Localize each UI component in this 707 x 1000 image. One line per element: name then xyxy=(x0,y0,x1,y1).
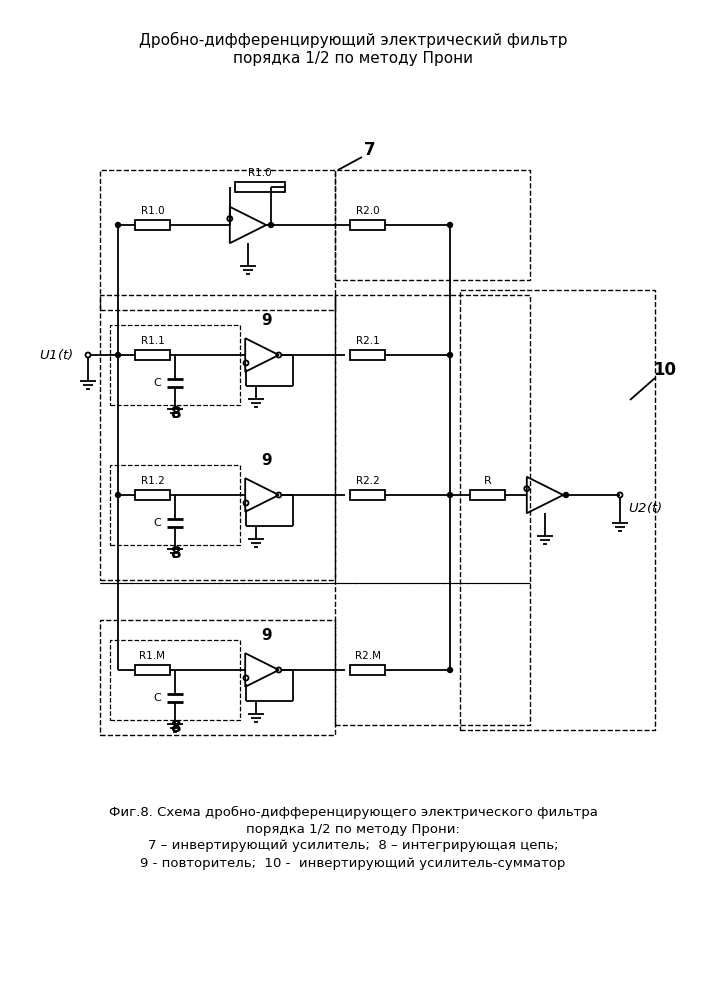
Text: R1.0: R1.0 xyxy=(141,206,164,216)
Circle shape xyxy=(115,492,120,497)
Bar xyxy=(135,665,170,675)
Circle shape xyxy=(115,353,120,358)
Text: C: C xyxy=(153,518,161,528)
Text: C: C xyxy=(153,378,161,388)
Bar xyxy=(100,620,335,735)
Bar xyxy=(110,640,240,720)
Text: 8: 8 xyxy=(170,720,180,736)
Text: 9: 9 xyxy=(262,313,272,328)
Bar xyxy=(135,490,170,500)
Text: R2.0: R2.0 xyxy=(356,206,380,216)
Text: R1.0: R1.0 xyxy=(248,168,271,178)
Text: порядка 1/2 по методу Прони: порядка 1/2 по методу Прони xyxy=(233,50,473,66)
Bar xyxy=(135,220,170,230)
Bar xyxy=(350,665,385,675)
Text: R2.2: R2.2 xyxy=(356,476,380,486)
Bar xyxy=(350,490,385,500)
Text: U1($t$): U1($t$) xyxy=(39,348,73,362)
Circle shape xyxy=(448,492,452,497)
Circle shape xyxy=(448,353,452,358)
Text: 7 – инвертирующий усилитель;  8 – интегрирующая цепь;: 7 – инвертирующий усилитель; 8 – интегри… xyxy=(148,840,559,852)
Text: 7: 7 xyxy=(364,141,376,159)
Circle shape xyxy=(269,223,274,228)
Bar xyxy=(460,290,655,730)
Text: R: R xyxy=(484,476,491,486)
Bar xyxy=(335,170,530,280)
Circle shape xyxy=(448,668,452,672)
Bar xyxy=(135,350,170,360)
Text: 9: 9 xyxy=(262,453,272,468)
Text: Фиг.8. Схема дробно-дифференцирующего электрического фильтра: Фиг.8. Схема дробно-дифференцирующего эл… xyxy=(109,805,597,819)
Text: R2.1: R2.1 xyxy=(356,336,380,346)
Circle shape xyxy=(115,223,120,228)
Bar xyxy=(235,182,285,192)
Text: 8: 8 xyxy=(170,546,180,560)
Text: Дробно-дифференцирующий электрический фильтр: Дробно-дифференцирующий электрический фи… xyxy=(139,32,567,48)
Circle shape xyxy=(563,492,568,497)
Text: 8: 8 xyxy=(170,406,180,420)
Text: U2($t$): U2($t$) xyxy=(628,500,662,515)
Bar xyxy=(335,295,530,725)
Text: R2.M: R2.M xyxy=(354,651,380,661)
Text: 9 - повторитель;  10 -  инвертирующий усилитель-сумматор: 9 - повторитель; 10 - инвертирующий усил… xyxy=(140,856,566,869)
Bar xyxy=(100,295,335,580)
Bar xyxy=(110,325,240,405)
Text: R1.1: R1.1 xyxy=(141,336,164,346)
Bar xyxy=(470,490,505,500)
Text: C: C xyxy=(153,693,161,703)
Text: порядка 1/2 по методу Прони:: порядка 1/2 по методу Прони: xyxy=(246,822,460,836)
Bar xyxy=(110,465,240,545)
Text: R1.2: R1.2 xyxy=(141,476,164,486)
Text: 10: 10 xyxy=(653,361,677,379)
Bar xyxy=(350,220,385,230)
Text: R1.M: R1.M xyxy=(139,651,165,661)
Bar xyxy=(350,350,385,360)
Circle shape xyxy=(448,223,452,228)
Text: 9: 9 xyxy=(262,628,272,643)
Bar xyxy=(100,170,335,310)
